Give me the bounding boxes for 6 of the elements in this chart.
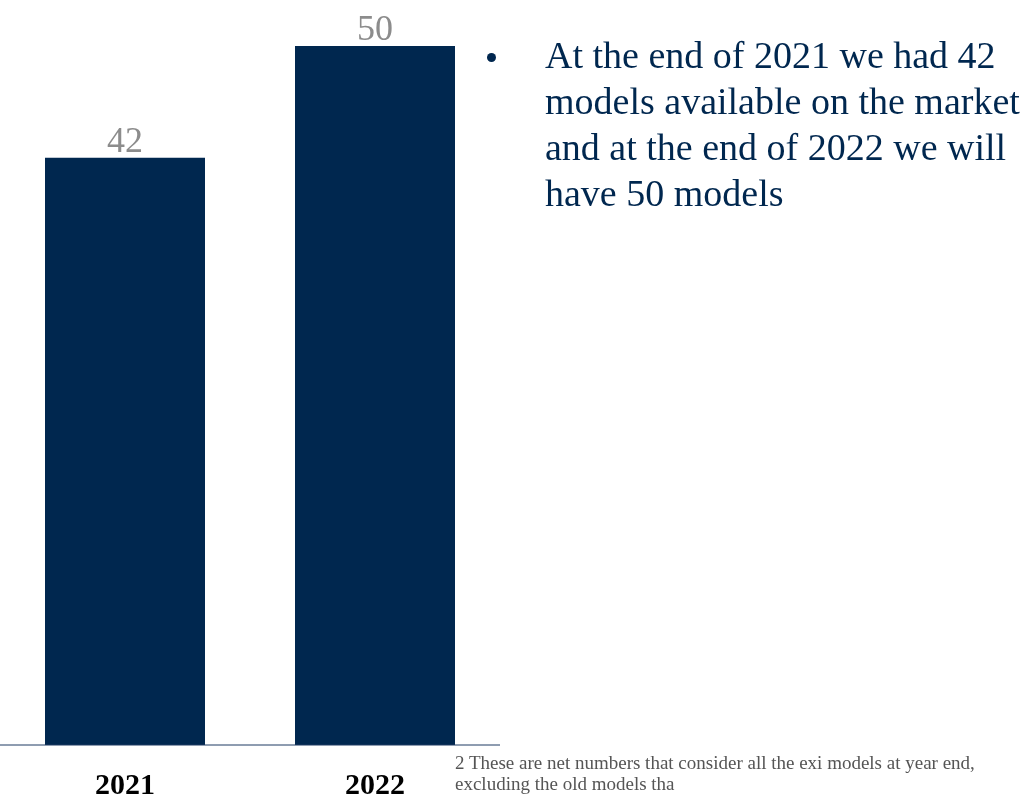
text: 2 These are net numbers that consider all the exi models at year end, excluding the old models tha — [455, 752, 976, 794]
x-tick-label: 2021 — [95, 767, 155, 801]
data-label: 42 — [107, 119, 143, 160]
x-tick-label: 2022 — [345, 767, 405, 801]
data-label: 50 — [357, 8, 393, 48]
text: At the end of 2021 we had 42 models available on the market and at the end of 2022 we will have 50 models — [545, 33, 1021, 216]
